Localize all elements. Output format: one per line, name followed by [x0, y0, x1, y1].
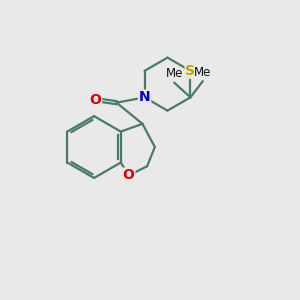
- Text: N: N: [139, 90, 150, 104]
- Text: Me: Me: [194, 66, 211, 79]
- Text: S: S: [185, 64, 195, 78]
- Text: O: O: [123, 169, 134, 182]
- Text: O: O: [89, 93, 101, 107]
- Text: Me: Me: [166, 67, 183, 80]
